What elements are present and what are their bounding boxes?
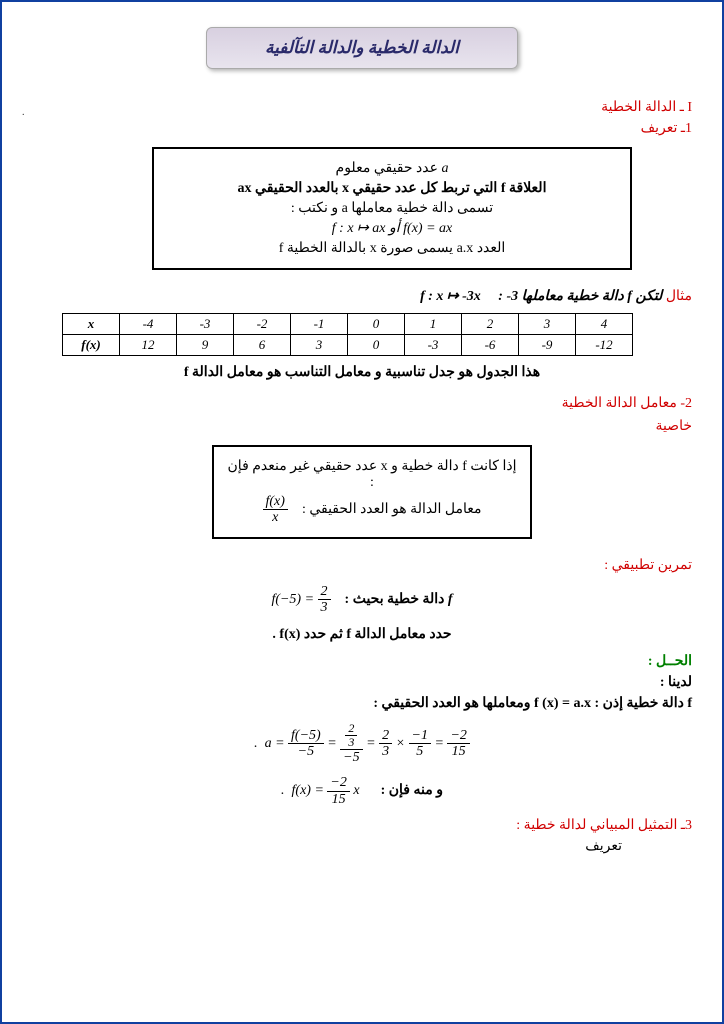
subsection-1-heading: 1ـ تعريف <box>32 120 692 137</box>
solution-l1: لدينا : <box>32 674 692 691</box>
stray-dot: . <box>22 107 25 118</box>
exercise-line-2: حدد معامل الدالة f ثم حدد f(x) . <box>32 626 692 643</box>
prop-l2: معامل الدالة هو العدد الحقيقي : f(x)x <box>226 494 518 526</box>
exercise-line-1: f(−5) = 23 f دالة خطية بحيث : <box>32 584 692 616</box>
solution-result: . f(x) = −215 x و منه فإن : <box>32 775 692 807</box>
exercise-label: تمرين تطبيقي : <box>32 557 692 574</box>
property-box: إذا كانت f دالة خطية و x عدد حقيقي غير م… <box>212 445 532 539</box>
def-l5: العدد a.x يسمى صورة x بالدالة الخطية f <box>166 240 618 257</box>
page-title: الدالة الخطية والدالة التآلفية <box>206 27 518 69</box>
example-fn: f : x ↦ -3x <box>420 289 481 304</box>
solution-l2: f دالة خطية إذن : f (x) = a.x ومعاملها ه… <box>32 695 692 712</box>
example-label: مثال <box>666 289 692 304</box>
table-row-fx: f(x) 12 9 6 3 0 -3 -6 -9 -12 <box>63 335 633 356</box>
prop-l1: إذا كانت f دالة خطية و x عدد حقيقي غير م… <box>226 458 518 491</box>
solution-label: الحــل : <box>32 653 692 670</box>
example-line: مثال لتكن f دالة خطية معاملها 3- : f : x… <box>32 288 692 305</box>
table-note: هذا الجدول هو جدل تناسبية و معامل التناس… <box>32 364 692 381</box>
section-1-heading: I ـ الدالة الخطية <box>32 99 692 116</box>
def-l3: تسمى دالة خطية معاملها a و نكتب : <box>166 200 618 217</box>
table-row-x: x -4 -3 -2 -1 0 1 2 3 4 <box>63 314 633 335</box>
subsection-3-def: تعريف <box>32 838 692 855</box>
table-header-x: x <box>63 314 120 335</box>
property-label: خاصية <box>32 418 692 435</box>
subsection-2-heading: 2- معامل الدالة الخطية <box>32 395 692 412</box>
subsection-3-heading: 3ـ التمثيل المبياني لدالة خطية : <box>32 817 692 834</box>
definition-box-1: a عدد حقيقي معلوم العلاقة f التي تربط كل… <box>152 147 632 270</box>
def-l2: العلاقة f التي تربط كل عدد حقيقي x بالعد… <box>166 180 618 197</box>
table-wrap: x -4 -3 -2 -1 0 1 2 3 4 f(x) 12 9 6 3 0 … <box>32 313 692 356</box>
def-var-a: a <box>441 161 448 176</box>
page: . الدالة الخطية والدالة التآلفية I ـ الد… <box>0 0 724 1024</box>
table-header-fx: f(x) <box>63 335 120 356</box>
values-table: x -4 -3 -2 -1 0 1 2 3 4 f(x) 12 9 6 3 0 … <box>62 313 633 356</box>
def-l4: f : x ↦ ax أو f(x) = ax <box>166 220 618 237</box>
example-text: لتكن f دالة خطية معاملها 3- : <box>498 289 662 304</box>
def-l1: عدد حقيقي معلوم <box>336 161 442 176</box>
solution-equation: . a = f(−5)−5 = 23 −5 = 23 × −15 = −215 <box>32 722 692 766</box>
